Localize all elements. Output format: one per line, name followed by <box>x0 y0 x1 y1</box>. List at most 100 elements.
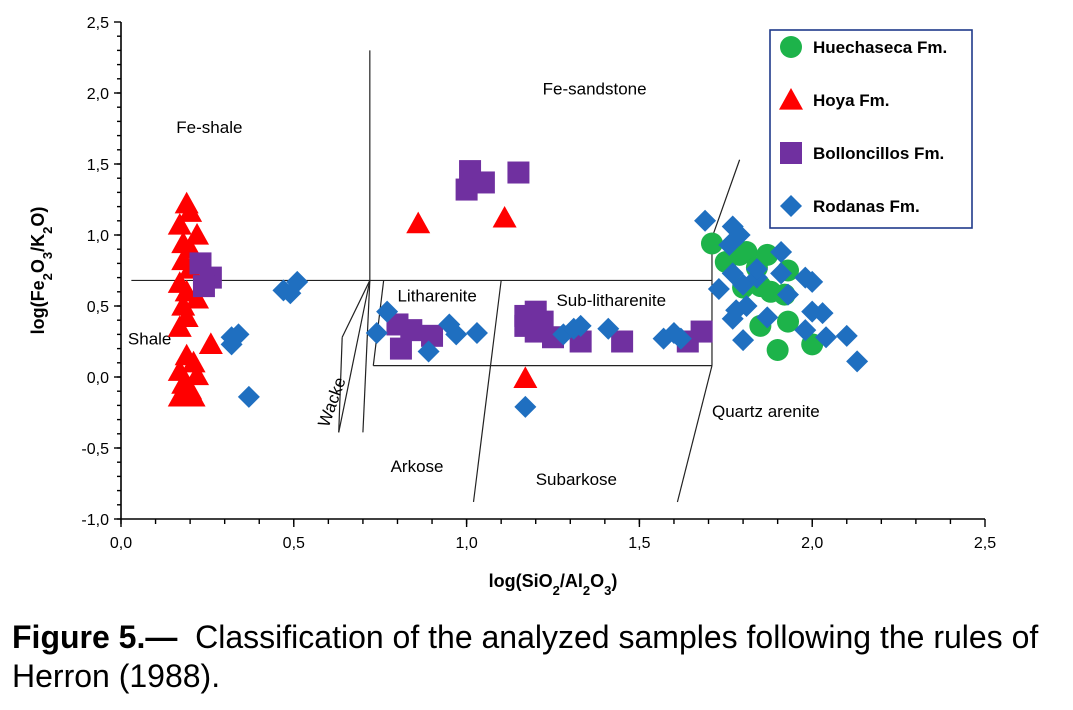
rodanas-point <box>669 327 692 350</box>
rodanas-point <box>732 329 755 352</box>
x-tick-label: 2,0 <box>801 535 823 552</box>
rodanas-point <box>514 395 537 418</box>
hoya-point <box>178 200 203 222</box>
hoya-point <box>181 384 206 407</box>
hoya-point <box>181 350 206 373</box>
rodanas-point <box>777 283 800 306</box>
hoya-point <box>406 211 431 234</box>
hoya-point <box>492 205 517 228</box>
x-tick-label: 0,5 <box>283 535 305 552</box>
x-tick-label: 1,5 <box>628 535 650 552</box>
rodanas-point <box>237 385 260 408</box>
rodanas-point <box>376 300 399 323</box>
huechaseca-point <box>766 339 789 362</box>
bolloncillos-point <box>507 161 530 184</box>
field-label: Shale <box>128 329 171 348</box>
rodanas-point <box>770 241 793 264</box>
legend-label: Bolloncillos Fm. <box>813 144 944 163</box>
rodanas-point <box>286 270 309 293</box>
data-points <box>167 160 869 418</box>
rodanas-point <box>801 270 824 293</box>
classification-fields: Fe-shale Fe-sandstone Shale Litharenite Sub-… <box>128 50 820 503</box>
rodanas-point <box>770 262 793 285</box>
field-boundary-line <box>341 280 371 338</box>
legend-marker-rodanas <box>780 195 802 217</box>
legend-label: Huechaseca Fm. <box>813 38 947 57</box>
x-tick-label: 0,0 <box>110 535 132 552</box>
legend-label: Hoya Fm. <box>813 91 890 110</box>
axes: -1,0 -0,5 0,0 0,5 1,0 1,5 2,0 2,5 0,0 0,5 1,0 1,5 2,… <box>28 15 996 598</box>
y-tick-label: 1,5 <box>87 157 109 174</box>
huechaseca-point <box>735 241 758 264</box>
rodanas-point <box>465 321 488 344</box>
y-tick-label: -0,5 <box>81 441 109 458</box>
y-tick-label: 0,5 <box>87 299 109 316</box>
rodanas-point <box>417 340 440 363</box>
y-tick-label: 2,0 <box>87 86 109 103</box>
bolloncillos-point <box>690 320 713 343</box>
rodanas-point <box>756 306 779 329</box>
field-boundary-line <box>372 280 385 366</box>
figure-caption: Figure 5.— Classification of the analyze… <box>12 618 1067 696</box>
bolloncillos-point <box>455 178 478 201</box>
rodanas-point <box>694 209 717 232</box>
hoya-point <box>167 315 192 337</box>
hoya-point <box>167 213 192 235</box>
rodanas-point <box>365 321 388 344</box>
field-label: Litharenite <box>397 287 476 306</box>
legend: Huechaseca Fm. Hoya Fm. Bolloncillos Fm. Ro… <box>769 29 973 229</box>
scatter-chart: -1,0 -0,5 0,0 0,5 1,0 1,5 2,0 2,5 0,0 0,5 1,0 1,5 2,… <box>28 15 996 598</box>
rodanas-point <box>745 258 768 281</box>
figure-caption-label: Figure 5.— <box>12 619 178 655</box>
x-tick-label: 1,0 <box>455 535 477 552</box>
field-label: Sub-litharenite <box>556 291 666 310</box>
y-tick-label: 1,0 <box>87 228 109 245</box>
rodanas-point <box>811 302 834 325</box>
rodanas-point <box>707 277 730 300</box>
y-tick-label: 2,5 <box>87 15 109 32</box>
rodanas-point <box>445 323 468 346</box>
huechaseca-point <box>700 232 723 255</box>
hoya-point <box>513 366 538 389</box>
legend-marker-bolloncillos <box>780 142 802 164</box>
y-tick-label: 0,0 <box>87 370 109 387</box>
field-label: Fe-shale <box>176 118 242 137</box>
bolloncillos-point <box>611 330 634 353</box>
field-label: Arkose <box>391 457 444 476</box>
field-boundary-line <box>338 337 343 433</box>
field-boundary-line <box>338 280 371 433</box>
bolloncillos-point <box>192 275 215 298</box>
rodanas-point <box>597 317 620 340</box>
field-boundary-line <box>711 159 741 239</box>
field-boundary-line <box>362 280 371 433</box>
legend-label: Rodanas Fm. <box>813 197 920 216</box>
y-tick-label: -1,0 <box>81 512 109 529</box>
hoya-point <box>167 359 192 381</box>
rodanas-point <box>220 326 243 349</box>
rodanas-point <box>815 326 838 349</box>
rodanas-point <box>569 314 592 337</box>
field-label: Subarkose <box>536 470 617 489</box>
legend-box <box>769 29 973 229</box>
rodanas-point <box>794 319 817 342</box>
field-boundary-line <box>676 365 713 503</box>
bolloncillos-point <box>421 324 444 347</box>
field-label: Quartz arenite <box>712 402 820 421</box>
bolloncillos-point <box>400 319 423 342</box>
legend-marker-hoya <box>779 88 803 110</box>
hoya-point <box>198 332 223 354</box>
huechaseca-point <box>777 310 800 333</box>
x-tick-label: 2,5 <box>974 535 996 552</box>
y-axis-title: log(Fe2O3/K2O) <box>28 207 55 335</box>
bolloncillos-point <box>472 171 495 194</box>
rodanas-point <box>835 324 858 347</box>
field-label: Fe-sandstone <box>543 79 647 98</box>
x-axis-title: log(SiO2/Al2O3) <box>489 571 618 598</box>
figure-caption-text: Classification of the analyzed samples f… <box>12 619 1039 694</box>
hoya-point <box>185 286 210 309</box>
rodanas-point <box>846 350 869 373</box>
bolloncillos-point <box>389 337 412 360</box>
rodanas-point <box>718 233 741 256</box>
legend-marker-huechaseca <box>780 36 802 58</box>
rodanas-point <box>721 307 744 330</box>
